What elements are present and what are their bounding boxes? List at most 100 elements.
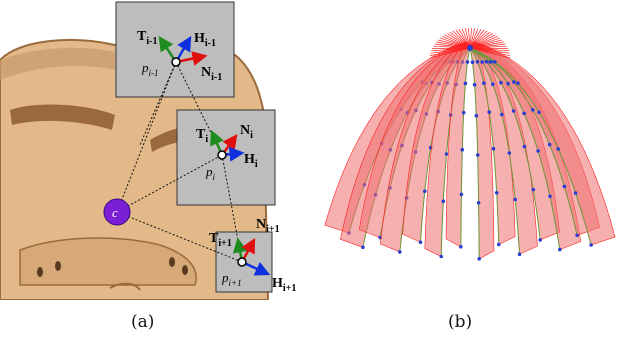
strand-node [491, 146, 496, 151]
binormal-label: Hi-1 [194, 31, 216, 49]
strand-node [547, 142, 552, 147]
panel-b [318, 0, 621, 300]
crown-hair-line [469, 27, 472, 49]
frame-i-plus-1: Ti+1 Ni+1 Hi+1 pi+1 [209, 217, 296, 294]
frame-box-i-minus-1 [115, 1, 235, 98]
crown-hair-line [469, 47, 510, 54]
strand-node [537, 110, 541, 115]
strand-node [511, 109, 516, 113]
strand-node [474, 113, 479, 118]
strand-node [472, 83, 477, 87]
strand-node [482, 81, 486, 85]
frame-box-i [176, 109, 276, 206]
crown-hair-line [430, 47, 471, 56]
binormal-arrow [241, 260, 271, 276]
strand-node [475, 60, 480, 64]
crown-hair-line [434, 43, 471, 49]
head-frames-diagram: c Ti-1 Hi-1 Ni-1 pi-1 Ti Ni Hi pi [0, 1, 296, 301]
strand-node [536, 149, 540, 153]
strand-node [463, 81, 468, 86]
strand-node [480, 60, 484, 64]
hair-strand [469, 41, 582, 252]
tangent-label: Ti-1 [137, 29, 157, 47]
caption-a: (a) [131, 312, 155, 332]
strand-node [459, 192, 464, 197]
crown-hair-line [469, 45, 507, 49]
strand-node [562, 184, 567, 189]
strand-node [493, 60, 497, 64]
crown-node [467, 45, 473, 51]
strand-node [512, 80, 516, 84]
crown-hair-line [455, 29, 471, 49]
strand-node [418, 240, 423, 244]
normal-label: Ni-1 [201, 65, 222, 83]
crown-hair-line [469, 30, 488, 49]
crown-hair-line [469, 36, 498, 49]
dotted-connectors [116, 61, 243, 263]
point-marker [171, 57, 181, 67]
hair-strands-render [324, 27, 616, 261]
crown-hair-line [468, 27, 471, 49]
crown-hair-line [469, 33, 493, 49]
normal-label: Ni+1 [256, 217, 280, 235]
crown-hair-line [469, 47, 508, 49]
crown-hair-line [439, 37, 471, 49]
strand-node [548, 194, 552, 199]
crown-hair-line [469, 29, 482, 49]
binormal-label: Hi [244, 152, 258, 170]
panel-a: c Ti-1 Hi-1 Ni-1 pi-1 Ti Ni Hi pi [0, 0, 330, 301]
strand-node [476, 201, 481, 205]
center-label: c [112, 205, 118, 220]
strand-node [398, 250, 402, 254]
point-marker [217, 150, 227, 160]
crown-hair-line [433, 45, 471, 49]
crown-hair-line [461, 28, 471, 49]
center-point [103, 198, 131, 226]
crown-hair-line [469, 39, 503, 49]
strand-node [475, 153, 480, 157]
strand-node [488, 60, 492, 64]
strand-node [439, 254, 443, 259]
crown-hair-line [449, 31, 471, 49]
strand-node [556, 147, 560, 151]
binormal-label: Hi+1 [272, 276, 296, 294]
strand-node [444, 152, 449, 156]
frame-i: Ti Ni Hi pi [196, 123, 258, 182]
strand-node [517, 252, 522, 256]
crown-hair-line [464, 28, 471, 49]
crown-hair-line [436, 41, 471, 49]
strand-node [513, 197, 517, 202]
strand-node [558, 247, 562, 252]
normal-label: Ni [240, 123, 253, 141]
strand-node [441, 199, 446, 203]
strand-node [516, 81, 520, 85]
point-label: pi [205, 164, 216, 182]
hair-strand [469, 41, 616, 247]
crown-hair-line [469, 43, 506, 49]
strand-node [530, 108, 535, 112]
strand-node [575, 233, 579, 238]
strand-node [361, 245, 365, 250]
crown-hair-line [432, 47, 471, 49]
strand-node [460, 147, 465, 152]
crown-hair-line [447, 33, 471, 49]
strand-node [499, 80, 503, 85]
crown-hair-line [452, 30, 471, 49]
caption-b: (b) [448, 312, 473, 332]
crown-hair-line [469, 34, 496, 49]
crown-hair-line [469, 47, 509, 52]
strand-node [522, 111, 526, 116]
strand-node [461, 110, 466, 115]
crown-hair-line [469, 41, 504, 49]
point-label: pi+1 [221, 270, 242, 288]
crown-hair-line [469, 28, 476, 49]
strand-node [507, 151, 512, 155]
crown-hair-line [469, 47, 511, 59]
strand-node [497, 242, 501, 247]
crown-hair-line [429, 47, 471, 59]
crown-hair-line [442, 36, 471, 49]
tangent-arrow [158, 35, 178, 63]
normal-arrow [175, 51, 208, 66]
tangent-label: Ti+1 [209, 231, 232, 249]
point-marker [237, 257, 247, 267]
